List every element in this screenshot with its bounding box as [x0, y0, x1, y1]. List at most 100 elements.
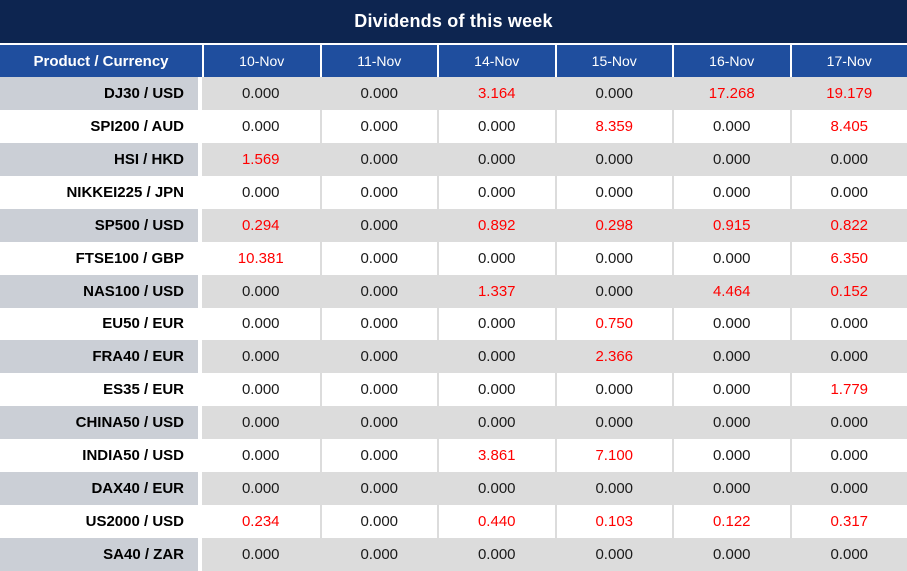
value-cell: 0.000 — [202, 109, 320, 143]
value-cell: 8.405 — [789, 109, 907, 143]
value-cell: 0.000 — [319, 472, 437, 506]
product-cell: CHINA50 / USD — [0, 406, 202, 440]
value-cell: 0.000 — [554, 77, 672, 110]
value-cell: 0.298 — [554, 208, 672, 242]
value-cell: 0.000 — [202, 472, 320, 506]
product-cell: EU50 / EUR — [0, 307, 202, 341]
value-cell: 0.000 — [672, 373, 790, 407]
value-cell: 0.000 — [789, 538, 907, 571]
value-cell: 0.000 — [789, 307, 907, 341]
value-cell: 0.000 — [554, 241, 672, 275]
product-cell: FTSE100 / GBP — [0, 241, 202, 275]
value-cell: 0.000 — [319, 505, 437, 539]
value-cell: 0.000 — [789, 472, 907, 506]
value-cell: 2.366 — [554, 340, 672, 374]
product-cell: SPI200 / AUD — [0, 109, 202, 143]
value-cell: 0.000 — [319, 274, 437, 308]
product-cell: SP500 / USD — [0, 208, 202, 242]
value-cell: 0.000 — [672, 142, 790, 176]
value-cell: 0.000 — [672, 241, 790, 275]
value-cell: 0.000 — [437, 307, 555, 341]
value-cell: 0.000 — [672, 538, 790, 571]
value-cell: 0.000 — [437, 406, 555, 440]
product-cell: NAS100 / USD — [0, 274, 202, 308]
value-cell: 0.000 — [319, 77, 437, 110]
value-cell: 0.000 — [554, 472, 672, 506]
product-cell: HSI / HKD — [0, 142, 202, 176]
product-cell: ES35 / EUR — [0, 373, 202, 407]
value-cell: 0.892 — [437, 208, 555, 242]
value-cell: 0.000 — [672, 109, 790, 143]
value-cell: 0.000 — [202, 340, 320, 374]
value-cell: 0.000 — [554, 406, 672, 440]
value-cell: 0.000 — [437, 340, 555, 374]
value-cell: 0.000 — [319, 406, 437, 440]
product-cell: INDIA50 / USD — [0, 439, 202, 473]
value-cell: 0.000 — [437, 175, 555, 209]
value-cell: 0.000 — [202, 439, 320, 473]
value-cell: 0.000 — [202, 175, 320, 209]
value-cell: 3.164 — [437, 77, 555, 110]
value-cell: 0.000 — [437, 241, 555, 275]
value-cell: 0.103 — [554, 505, 672, 539]
column-header-date-2: 14-Nov — [437, 45, 555, 77]
value-cell: 7.100 — [554, 439, 672, 473]
value-cell: 10.381 — [202, 241, 320, 275]
product-cell: DAX40 / EUR — [0, 472, 202, 506]
value-cell: 0.915 — [672, 208, 790, 242]
value-cell: 0.000 — [202, 274, 320, 308]
value-cell: 0.000 — [672, 175, 790, 209]
value-cell: 0.000 — [437, 538, 555, 571]
value-cell: 0.822 — [789, 208, 907, 242]
value-cell: 3.861 — [437, 439, 555, 473]
value-cell: 0.000 — [789, 406, 907, 440]
value-cell: 0.000 — [554, 373, 672, 407]
dividends-table: Product / Currency 10-Nov 11-Nov 14-Nov … — [0, 45, 907, 571]
column-header-date-0: 10-Nov — [202, 45, 320, 77]
value-cell: 0.000 — [319, 340, 437, 374]
value-cell: 0.000 — [554, 175, 672, 209]
value-cell: 6.350 — [789, 241, 907, 275]
value-cell: 19.179 — [789, 77, 907, 110]
value-cell: 0.000 — [789, 175, 907, 209]
value-cell: 0.440 — [437, 505, 555, 539]
product-cell: US2000 / USD — [0, 505, 202, 539]
value-cell: 0.000 — [437, 472, 555, 506]
column-header-date-3: 15-Nov — [554, 45, 672, 77]
column-header-date-4: 16-Nov — [672, 45, 790, 77]
value-cell: 0.000 — [202, 373, 320, 407]
value-cell: 0.000 — [319, 175, 437, 209]
value-cell: 0.152 — [789, 274, 907, 308]
value-cell: 0.000 — [202, 538, 320, 571]
value-cell: 0.000 — [554, 142, 672, 176]
value-cell: 0.317 — [789, 505, 907, 539]
value-cell: 0.000 — [319, 307, 437, 341]
widget-title: Dividends of this week — [0, 0, 907, 45]
value-cell: 0.000 — [319, 373, 437, 407]
value-cell: 0.000 — [202, 406, 320, 440]
value-cell: 0.234 — [202, 505, 320, 539]
value-cell: 0.122 — [672, 505, 790, 539]
value-cell: 0.000 — [672, 439, 790, 473]
value-cell: 0.000 — [672, 340, 790, 374]
value-cell: 0.000 — [319, 109, 437, 143]
product-cell: FRA40 / EUR — [0, 340, 202, 374]
value-cell: 0.000 — [437, 142, 555, 176]
value-cell: 1.779 — [789, 373, 907, 407]
value-cell: 0.000 — [319, 142, 437, 176]
value-cell: 0.000 — [789, 439, 907, 473]
product-cell: SA40 / ZAR — [0, 538, 202, 571]
value-cell: 0.000 — [789, 142, 907, 176]
value-cell: 0.000 — [672, 406, 790, 440]
value-cell: 0.000 — [672, 472, 790, 506]
product-cell: DJ30 / USD — [0, 77, 202, 110]
value-cell: 1.569 — [202, 142, 320, 176]
value-cell: 0.000 — [202, 307, 320, 341]
value-cell: 1.337 — [437, 274, 555, 308]
value-cell: 0.000 — [672, 307, 790, 341]
column-header-product-currency: Product / Currency — [0, 45, 202, 77]
value-cell: 0.000 — [202, 77, 320, 110]
value-cell: 0.000 — [319, 538, 437, 571]
value-cell: 0.000 — [319, 439, 437, 473]
